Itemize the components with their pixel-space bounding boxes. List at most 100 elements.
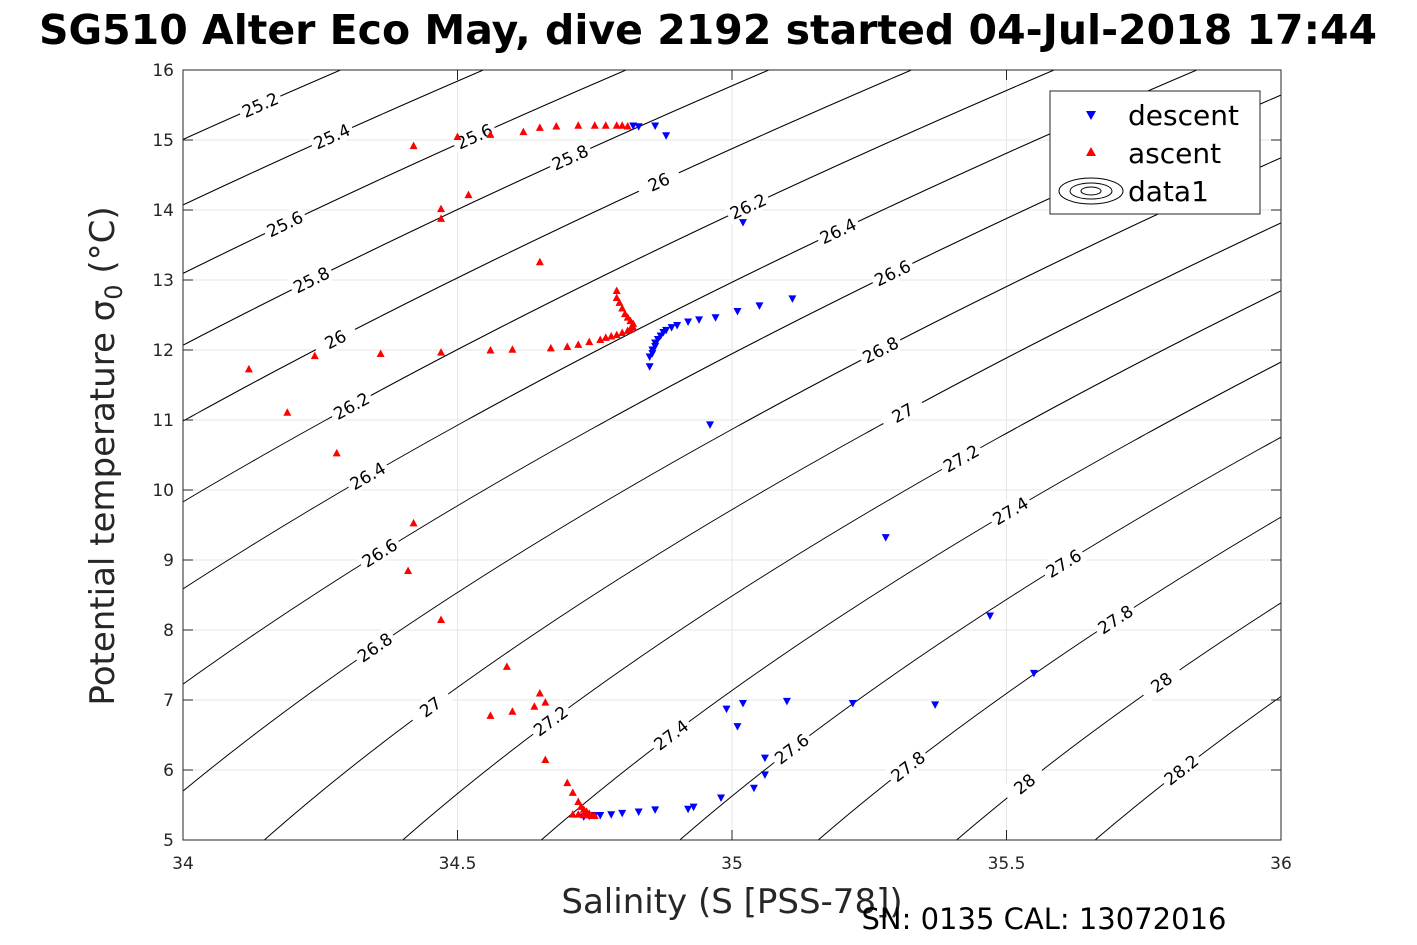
ascent-point xyxy=(552,122,561,130)
ascent-point xyxy=(535,257,544,266)
contour-label-background xyxy=(1157,747,1205,791)
ascent-point xyxy=(332,448,341,457)
descent-point xyxy=(651,806,660,814)
contour-label-background xyxy=(1137,660,1185,703)
contour-label-background xyxy=(286,260,336,298)
legend-ascent-marker xyxy=(1086,147,1096,156)
y-tick-label: 16 xyxy=(152,61,174,81)
descent-point xyxy=(722,705,731,714)
x-axis-label: Salinity (S [PSS-78]) xyxy=(561,882,902,922)
ascent-point xyxy=(601,121,610,129)
contour-label-background xyxy=(355,532,404,573)
ascent-point xyxy=(623,326,632,334)
y-tick-label: 13 xyxy=(152,271,174,291)
y-tick-label: 14 xyxy=(152,201,174,221)
y-tick-label: 6 xyxy=(163,761,174,781)
contour-label-background xyxy=(235,86,284,123)
descent-point xyxy=(607,811,616,819)
ascent-point xyxy=(601,333,610,341)
y-tick-label: 5 xyxy=(163,831,174,851)
contour-label-background xyxy=(883,744,931,788)
ascent-point xyxy=(437,204,446,213)
contour-label-background xyxy=(1039,542,1088,583)
isopycnal-line xyxy=(183,70,1056,503)
ascent-point xyxy=(612,293,621,301)
descent-point xyxy=(689,803,698,812)
legend: descent ascent data1 xyxy=(1049,90,1261,215)
data-points xyxy=(244,121,1038,821)
y-tick-label: 8 xyxy=(163,621,174,641)
descent-point xyxy=(711,314,720,322)
legend-box xyxy=(1049,90,1261,215)
y-axis-label: Potential temperature σ0 (°C) xyxy=(83,206,128,705)
descent-point xyxy=(1029,669,1038,678)
contour-label-background xyxy=(1090,598,1139,640)
contour-label-background xyxy=(634,162,683,200)
ascent-point xyxy=(612,121,621,129)
descent-point xyxy=(651,122,660,130)
ascent-point xyxy=(376,349,385,357)
ascent-point xyxy=(590,811,599,819)
density-contour-labels: 25.225.425.625.625.825.8262626.226.226.4… xyxy=(235,86,1205,805)
ascent-point xyxy=(486,711,495,719)
legend-label-ascent: ascent xyxy=(1128,137,1221,170)
descent-point xyxy=(782,697,791,706)
descent-point xyxy=(673,322,682,330)
contour-label-background xyxy=(310,319,360,358)
ascent-point xyxy=(535,123,544,131)
contour-label-background xyxy=(936,438,985,478)
y-axis-label-unit: (°C) xyxy=(83,206,123,284)
ascent-point xyxy=(310,351,319,360)
ascent-point xyxy=(519,127,528,136)
isopycnal-line xyxy=(183,70,913,422)
y-tick-label: 12 xyxy=(152,341,174,361)
descent-point xyxy=(848,700,857,708)
ascent-point xyxy=(437,348,446,356)
isopycnal-line xyxy=(183,70,485,206)
ascent-point xyxy=(623,122,632,130)
contour-label-background xyxy=(856,330,905,369)
ascent-point xyxy=(579,810,588,819)
descent-point xyxy=(738,219,747,227)
ascent-point xyxy=(541,698,550,706)
ascent-point xyxy=(437,615,446,623)
ascent-point xyxy=(574,797,583,805)
legend-label-data1: data1 xyxy=(1128,175,1209,208)
isopycnal-line xyxy=(183,70,628,274)
contour-label-background xyxy=(878,392,927,432)
contour-label-background xyxy=(449,117,499,154)
ascent-point xyxy=(530,702,539,710)
ascent-point xyxy=(437,214,446,222)
descent-point xyxy=(706,421,715,429)
descent-point xyxy=(733,308,742,316)
contour-label-background xyxy=(326,385,376,425)
descent-point xyxy=(618,809,627,818)
ascent-point xyxy=(486,130,495,138)
descent-point xyxy=(684,318,693,326)
axis-ticks: 34 34.5 35 35.5 36 5 6 7 8 9 10 11 12 13 14 15 16 xyxy=(152,61,1291,874)
contour-label-background xyxy=(985,490,1035,530)
descent-point xyxy=(629,122,638,130)
x-tick-label: 35 xyxy=(721,854,743,874)
ascent-point xyxy=(607,332,616,340)
descent-point xyxy=(760,771,769,779)
ascent-point xyxy=(546,343,555,352)
y-axis-label-subscript: 0 xyxy=(100,284,128,299)
contour-label-background xyxy=(767,726,815,770)
ascent-point xyxy=(486,346,495,354)
ascent-point xyxy=(508,345,517,353)
ascent-point xyxy=(618,328,627,336)
descent-point xyxy=(645,363,654,371)
contour-label-background xyxy=(526,699,574,742)
descent-point xyxy=(986,612,995,620)
y-tick-label: 7 xyxy=(163,691,174,711)
descent-point xyxy=(760,754,769,763)
ascent-point xyxy=(612,286,621,294)
ascent-point xyxy=(585,337,594,346)
isopycnal-line xyxy=(183,70,771,346)
legend-descent-marker xyxy=(1086,111,1096,120)
ascent-point xyxy=(615,298,624,306)
legend-contour-marker xyxy=(1058,177,1124,205)
ascent-point xyxy=(464,190,473,199)
